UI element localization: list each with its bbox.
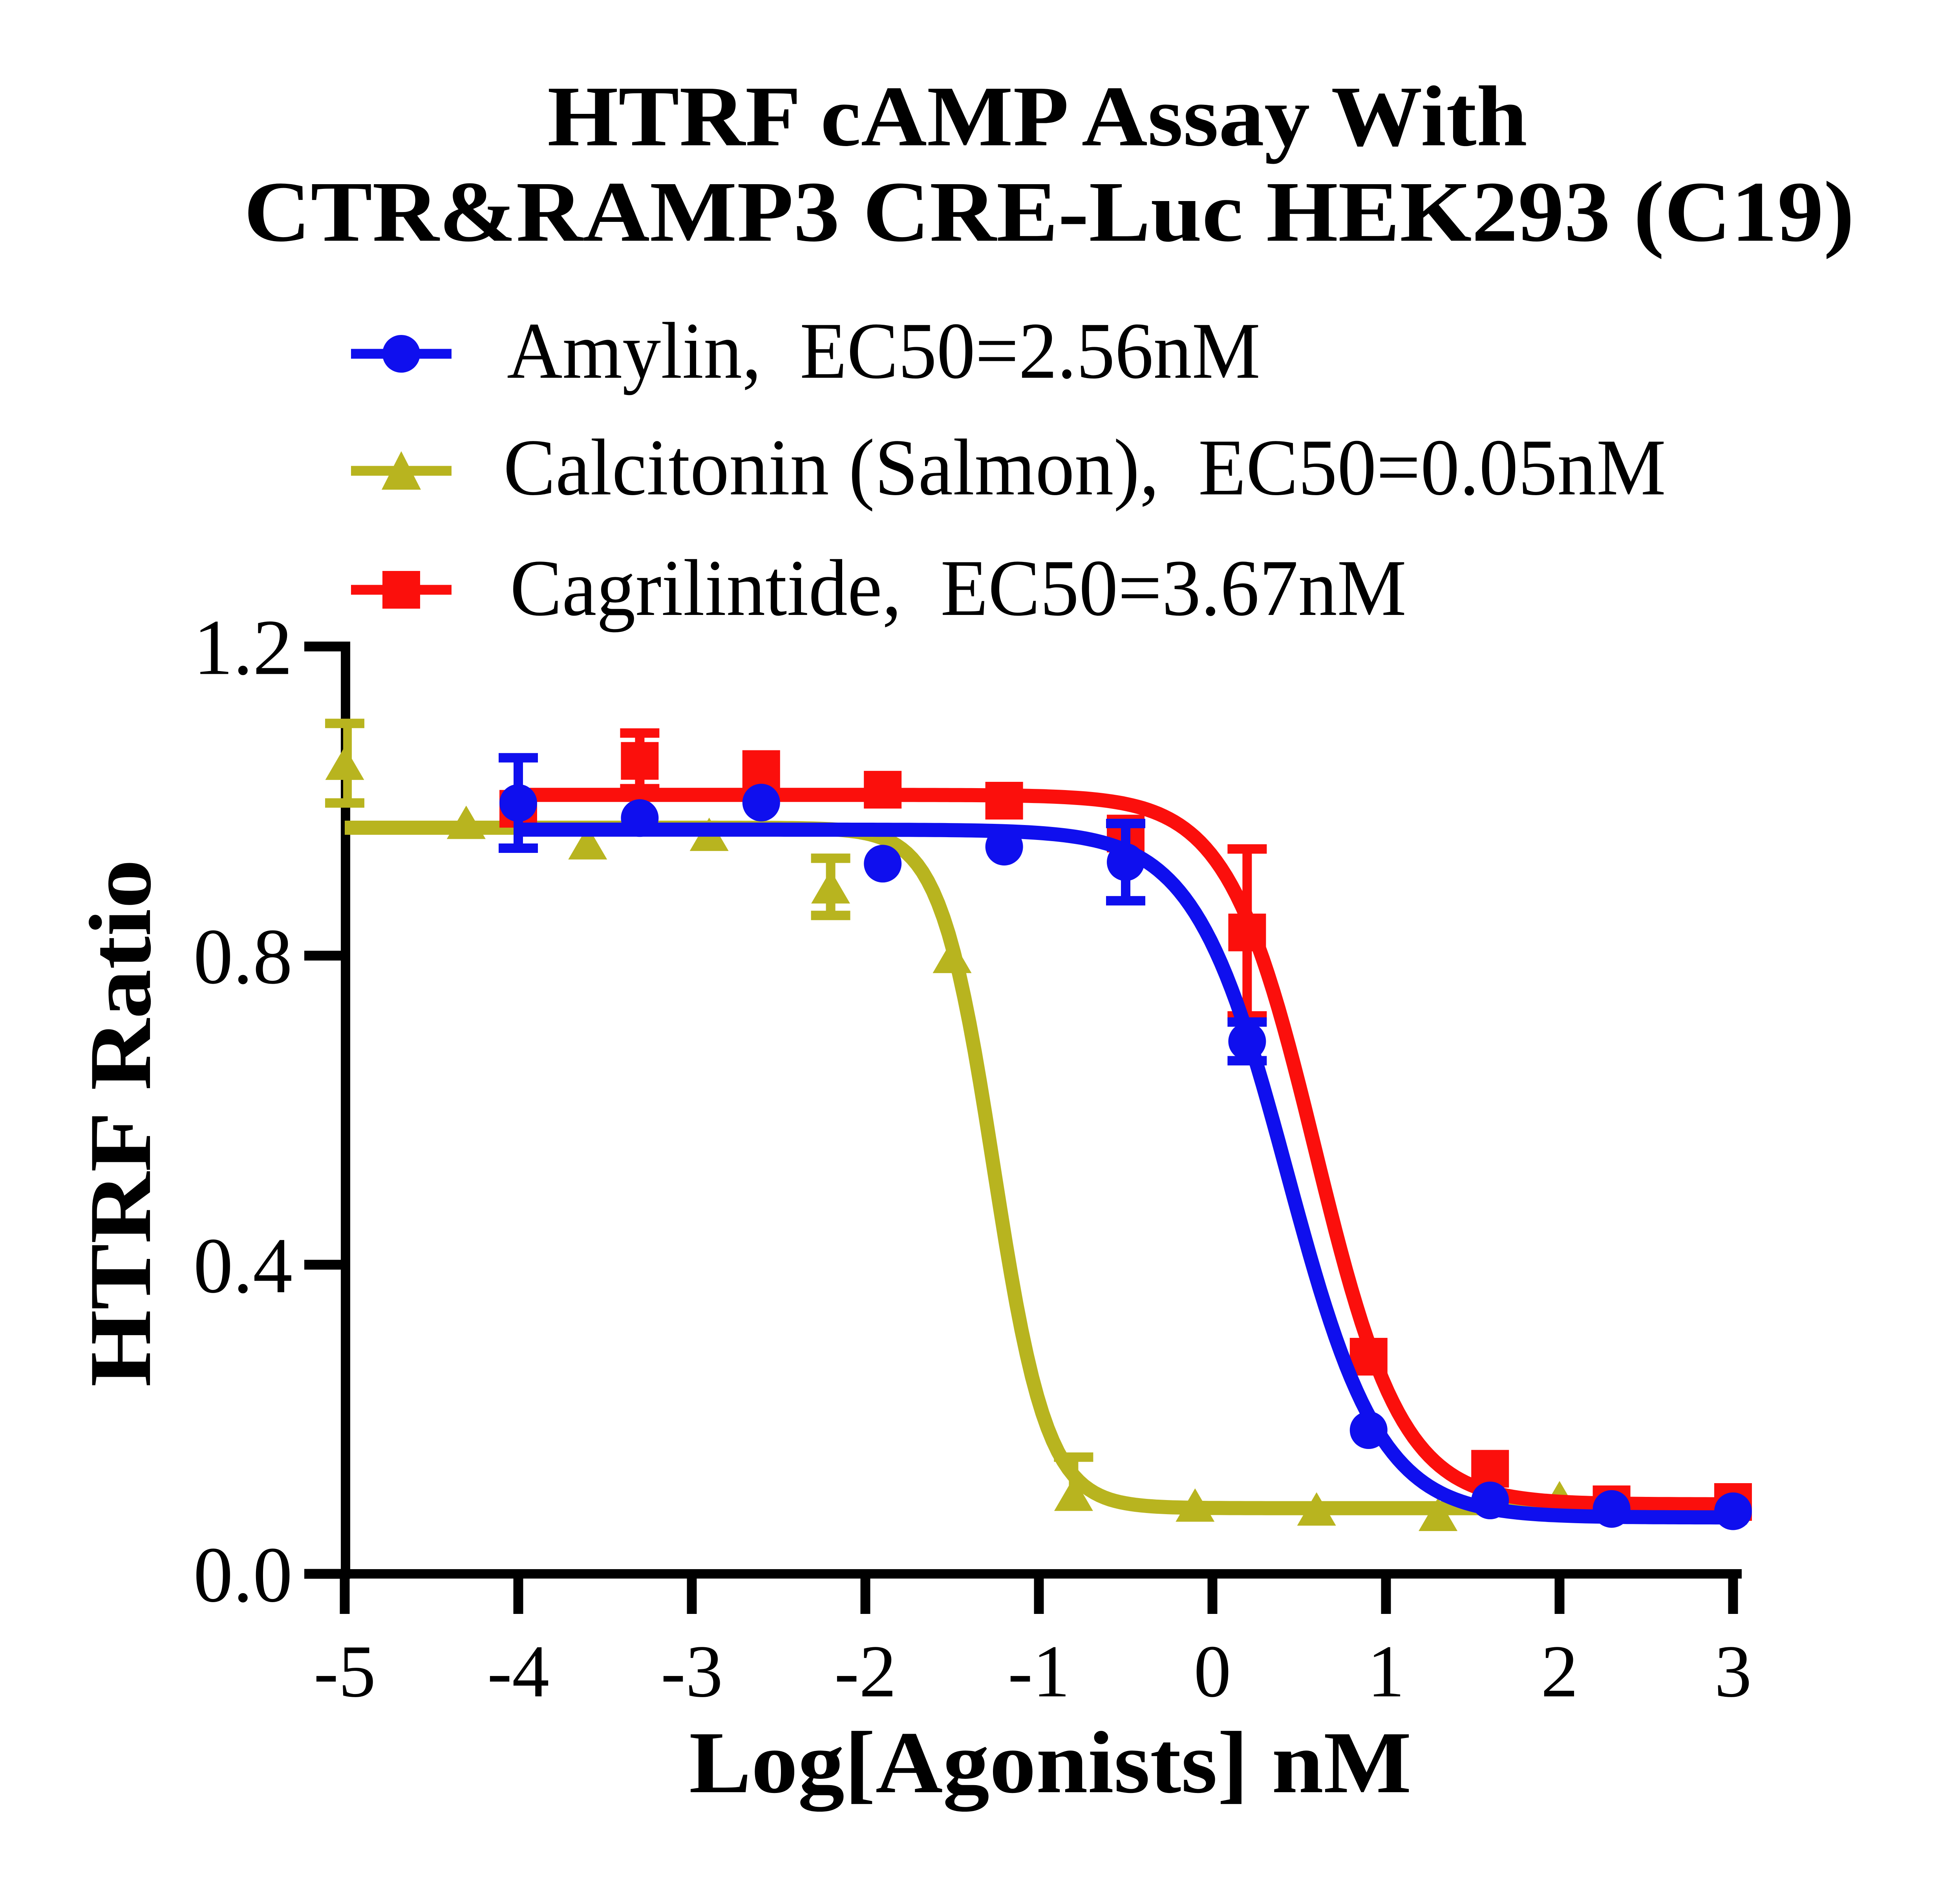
svg-text:-1: -1	[1008, 1630, 1070, 1713]
svg-text:Cagrilintide, EC50=3.67nM: Cagrilintide, EC50=3.67nM	[510, 543, 1406, 633]
svg-text:3: 3	[1715, 1630, 1752, 1713]
svg-text:1.2: 1.2	[194, 603, 293, 691]
svg-text:0.8: 0.8	[194, 913, 293, 1001]
svg-text:HTRF Ratio: HTRF Ratio	[71, 859, 169, 1387]
svg-text:0.4: 0.4	[194, 1222, 293, 1310]
svg-text:-3: -3	[661, 1630, 723, 1713]
svg-text:Amylin, EC50=2.56nM: Amylin, EC50=2.56nM	[507, 306, 1260, 395]
svg-text:HTRF cAMP Assay With: HTRF cAMP Assay With	[547, 68, 1527, 164]
svg-text:-4: -4	[487, 1630, 549, 1713]
svg-text:0: 0	[1194, 1630, 1231, 1713]
svg-text:CTR&RAMP3 CRE-Luc HEK293 (C19): CTR&RAMP3 CRE-Luc HEK293 (C19)	[244, 164, 1854, 260]
svg-text:0.0: 0.0	[194, 1531, 293, 1619]
svg-text:Calcitonin (Salmon), EC50=0.0: Calcitonin (Salmon), EC50=0.05nM	[503, 423, 1666, 512]
svg-text:2: 2	[1541, 1630, 1578, 1713]
svg-text:1: 1	[1368, 1630, 1405, 1713]
svg-text:Log[Agonists] nM: Log[Agonists] nM	[689, 1713, 1411, 1812]
svg-text:-2: -2	[834, 1630, 896, 1713]
svg-text:-5: -5	[314, 1630, 376, 1713]
